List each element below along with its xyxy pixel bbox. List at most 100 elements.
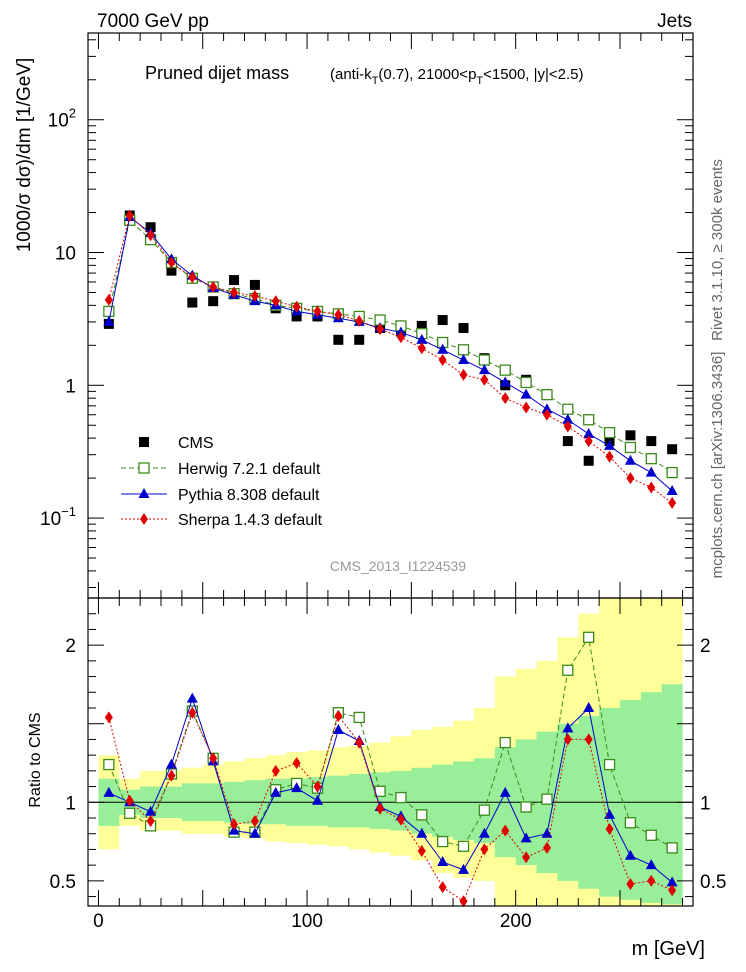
herwig-ratio-point xyxy=(457,840,470,852)
herwig-ratio-point xyxy=(353,711,365,724)
plot-title-sub-part: T xyxy=(476,75,483,87)
x-axis-label: m [GeV] xyxy=(632,938,705,960)
pythia-ratio-point xyxy=(666,876,678,887)
herwig-line xyxy=(108,219,673,474)
herwig-ratio-point xyxy=(103,758,115,771)
main-y-tick-label: 10−1 xyxy=(40,504,76,530)
legend-label-pythia: Pythia 8.308 default xyxy=(178,487,320,504)
ratio-ylabel: Ratio to CMS xyxy=(27,712,44,807)
cms-point xyxy=(667,444,678,455)
pythia-ratio-point xyxy=(645,859,657,870)
herwig-point xyxy=(624,441,637,454)
pythia-ratio-point xyxy=(520,832,532,843)
side-label-upper: Rivet 3.1.10, ≥ 300k events xyxy=(709,159,726,341)
pythia-point xyxy=(103,315,115,326)
plot-title-sub-part: (anti-k xyxy=(330,66,372,83)
herwig-ratio-point xyxy=(520,801,532,813)
cms-point xyxy=(354,334,365,345)
herwig-ratio-point xyxy=(583,631,595,643)
x-tick-label: 0 xyxy=(93,911,104,932)
cms-point xyxy=(208,296,219,307)
legend-label-herwig: Herwig 7.2.1 default xyxy=(178,461,321,478)
sherpa-ratio-point xyxy=(522,851,531,864)
sherpa-point xyxy=(563,420,572,433)
cms-point xyxy=(646,436,657,447)
sherpa-ratio-point xyxy=(146,815,155,828)
herwig-ratio-point xyxy=(124,807,136,819)
sherpa-point xyxy=(647,481,656,494)
pythia-point xyxy=(624,454,636,465)
side-label-lower: mcplots.cern.ch [arXiv:1306.3436] xyxy=(709,352,726,579)
pythia-ratio-point xyxy=(332,724,344,734)
sherpa-point xyxy=(209,280,218,293)
sherpa-ratio-point xyxy=(334,709,343,722)
sherpa-ratio-point xyxy=(501,824,510,837)
pythia-ratio-point xyxy=(437,856,449,866)
herwig-point xyxy=(666,466,678,479)
pythia-ratio-point xyxy=(145,805,157,816)
sherpa-point xyxy=(605,450,614,463)
ratio-y-tick-label-right: 1 xyxy=(700,793,711,814)
ratio-y-tick-label-right: 2 xyxy=(700,636,711,657)
sherpa-ratio-point xyxy=(438,881,447,894)
ratio-y-tick-label: 1 xyxy=(65,793,76,814)
sherpa-point xyxy=(376,323,385,336)
cms-point xyxy=(333,334,344,345)
watermark: CMS_2013_I1224539 xyxy=(330,558,466,574)
sherpa-ratio-point xyxy=(542,841,551,854)
legend-marker-sherpa xyxy=(140,513,148,525)
legend-label-cms: CMS xyxy=(178,435,214,452)
pythia-point xyxy=(562,413,574,424)
sherpa-ratio-point xyxy=(605,823,614,835)
sherpa-point xyxy=(355,314,364,327)
sherpa-ratio-point xyxy=(417,845,426,857)
main-y-tick-label: 10 xyxy=(55,244,76,265)
cms-point xyxy=(187,297,198,308)
cms-point xyxy=(437,315,448,326)
pythia-ratio-point xyxy=(583,702,595,712)
sherpa-point xyxy=(501,392,510,405)
sherpa-point xyxy=(188,271,197,284)
herwig-point xyxy=(603,426,616,439)
legend-marker-cms xyxy=(139,437,149,447)
main-y-tick-label: 1 xyxy=(65,376,76,397)
herwig-point xyxy=(499,364,511,376)
sherpa-ratio-point xyxy=(396,813,405,826)
herwig-point xyxy=(103,305,115,318)
main-y-tick-base: 10 xyxy=(48,111,69,132)
sherpa-ratio-point xyxy=(167,769,176,782)
sherpa-point xyxy=(438,354,447,367)
main-y-tick-base: 1 xyxy=(65,376,76,397)
sherpa-ratio-point xyxy=(104,711,113,724)
cms-point xyxy=(249,279,260,290)
sherpa-ratio-point xyxy=(626,878,635,890)
herwig-ratio-point xyxy=(666,842,678,854)
sherpa-point xyxy=(522,401,531,414)
pythia-point xyxy=(499,376,511,387)
herwig-ratio-point xyxy=(499,736,511,749)
pythia-point xyxy=(541,403,553,414)
sherpa-point xyxy=(334,308,343,321)
ratio-y-tick-label-right: 0.5 xyxy=(700,872,726,893)
pythia-point xyxy=(478,364,490,375)
main-ylabel: 1000/σ dσ)/dm [1/GeV] xyxy=(14,58,35,253)
pythia-point xyxy=(416,333,428,344)
herwig-ratio-point xyxy=(541,793,553,805)
pythia-ratio-line xyxy=(108,696,673,883)
cms-point xyxy=(229,275,240,286)
herwig-point xyxy=(520,376,532,389)
sherpa-ratio-point xyxy=(313,780,322,793)
pythia-ratio-point xyxy=(458,863,470,874)
plot-title-sub: (anti-kT(0.7), 21000<pT<1500, |y|<2.5) xyxy=(330,66,584,87)
sherpa-point xyxy=(250,290,259,303)
x-tick-label: 100 xyxy=(291,911,323,932)
sherpa-point xyxy=(584,435,593,448)
plot-title-sub-part: T xyxy=(372,75,379,87)
sherpa-point xyxy=(230,286,239,299)
sherpa-point xyxy=(626,472,635,485)
pythia-ratio-point xyxy=(291,782,303,793)
herwig-ratio-point xyxy=(645,829,657,841)
sherpa-ratio-line xyxy=(108,711,673,903)
herwig-point xyxy=(541,389,553,401)
